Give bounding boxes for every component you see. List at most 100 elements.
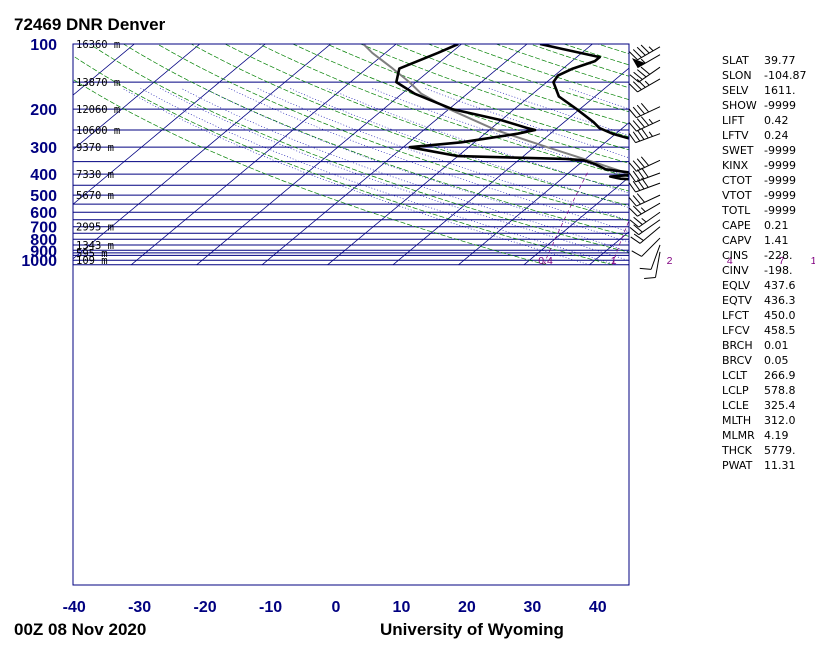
observation-time: 00Z 08 Nov 2020: [14, 620, 146, 639]
index-value: -104.87: [764, 69, 806, 82]
index-value: 0.42: [764, 114, 789, 127]
index-value: 0.24: [764, 129, 789, 142]
mixing-ratio-label: 10: [811, 255, 815, 267]
pressure-tick-label: 400: [30, 167, 57, 184]
isotherm: [523, 176, 629, 266]
temperature-tick-label: 0: [332, 599, 341, 616]
background-grid: [73, 44, 700, 266]
height-label: 1343 m: [76, 240, 114, 252]
temperature-tick-label: 30: [523, 599, 541, 616]
index-value: 1.41: [764, 234, 789, 247]
index-name: EQTV: [722, 294, 752, 307]
source-credit: University of Wyoming: [380, 620, 564, 639]
index-name: LFCT: [722, 309, 749, 322]
index-value: 437.6: [764, 279, 796, 292]
barb-flag: [644, 276, 656, 280]
barb-flag: [636, 193, 645, 203]
index-value: 11.31: [764, 459, 796, 472]
barb-half-flag: [648, 46, 654, 52]
barb-flag: [632, 160, 641, 170]
barb-staff: [638, 219, 661, 236]
wind-barb: [629, 219, 661, 236]
index-name: MLTH: [722, 414, 751, 427]
index-value: -9999: [764, 99, 796, 112]
barb-flag: [641, 177, 649, 188]
wind-barb: [628, 177, 661, 193]
isotherm: [73, 44, 135, 96]
height-label: 9370 m: [76, 142, 114, 154]
index-name: LIFT: [722, 114, 745, 127]
index-name: LFCV: [722, 324, 750, 337]
moist-adiabat: [121, 87, 590, 266]
mixing-ratio-label: 2: [667, 255, 673, 267]
mixing-ratio-line: [668, 172, 700, 265]
isotherm: [196, 44, 462, 266]
barb-flag: [632, 180, 641, 191]
moist-adiabat: [371, 87, 629, 178]
wind-barb: [629, 66, 661, 83]
index-name: BRCV: [722, 354, 752, 367]
index-value: -9999: [764, 159, 796, 172]
barb-flag: [640, 116, 650, 126]
barb-flag: [636, 118, 645, 128]
wind-barb: [628, 128, 661, 144]
mixing-ratio-label: 1: [611, 255, 617, 267]
barb-flag: [628, 197, 637, 207]
barb-flag: [633, 233, 644, 241]
index-name: EQLV: [722, 279, 751, 292]
isotherm: [261, 44, 528, 266]
barb-flag: [629, 74, 640, 83]
barb-flag: [632, 170, 641, 181]
barb-flag: [637, 179, 645, 190]
height-label: 10600 m: [76, 125, 120, 137]
barb-flag: [632, 120, 641, 130]
barb-flag: [629, 219, 640, 228]
barb-flag: [630, 236, 641, 244]
height-label: 12060 m: [76, 104, 120, 116]
barb-flag: [636, 104, 645, 115]
isotherm: [392, 67, 629, 266]
dry-adiabat: [73, 55, 613, 266]
height-label: 109 m: [76, 255, 108, 267]
barb-flag: [632, 131, 641, 142]
index-name: CINS: [722, 249, 748, 262]
barb-flag: [640, 156, 650, 166]
indices-table: SLAT 39.77 SLON -104.87 SELV 1611. SHOW -9999 LI…: [721, 54, 806, 472]
barb-flag: [628, 182, 636, 193]
barb-flag: [636, 79, 646, 88]
index-name: PWAT: [722, 459, 753, 472]
wind-barb: [631, 237, 661, 257]
index-value: 578.8: [764, 384, 796, 397]
barb-flag: [636, 158, 645, 168]
barb-flag: [632, 205, 642, 215]
moist-adiabat: [180, 87, 629, 253]
temperature-tick-label: -10: [259, 599, 282, 616]
pressure-tick-label: 1000: [21, 253, 57, 270]
station-title: 72469 DNR Denver: [14, 15, 166, 34]
isotherm: [327, 44, 593, 266]
mixing-ratio-label: 0.4: [538, 255, 553, 267]
pressure-tick-label: 300: [30, 140, 57, 157]
pressure-tick-label: 500: [30, 188, 57, 205]
height-label: 2995 m: [76, 222, 114, 234]
isotherm: [73, 44, 266, 205]
index-value: 0.21: [764, 219, 789, 232]
mixing-ratio-label: 4: [727, 255, 733, 267]
temperature-tick-label: -20: [194, 599, 217, 616]
wind-barb: [629, 211, 661, 228]
barb-staff: [638, 211, 661, 228]
index-name: CINV: [722, 264, 749, 277]
mixing-ratio-line: [543, 171, 589, 265]
index-value: 5779.: [764, 444, 796, 457]
index-value: -9999: [764, 144, 796, 157]
mixing-ratio-label: 7: [779, 255, 785, 267]
barb-pennant: [631, 58, 646, 68]
barb-flag: [632, 81, 642, 90]
index-name: LCLP: [722, 384, 749, 397]
index-value: -9999: [764, 204, 796, 217]
index-name: KINX: [722, 159, 749, 172]
barb-flag: [640, 102, 650, 113]
dry-adiabat: [462, 44, 629, 101]
barb-half-flag: [641, 217, 647, 223]
